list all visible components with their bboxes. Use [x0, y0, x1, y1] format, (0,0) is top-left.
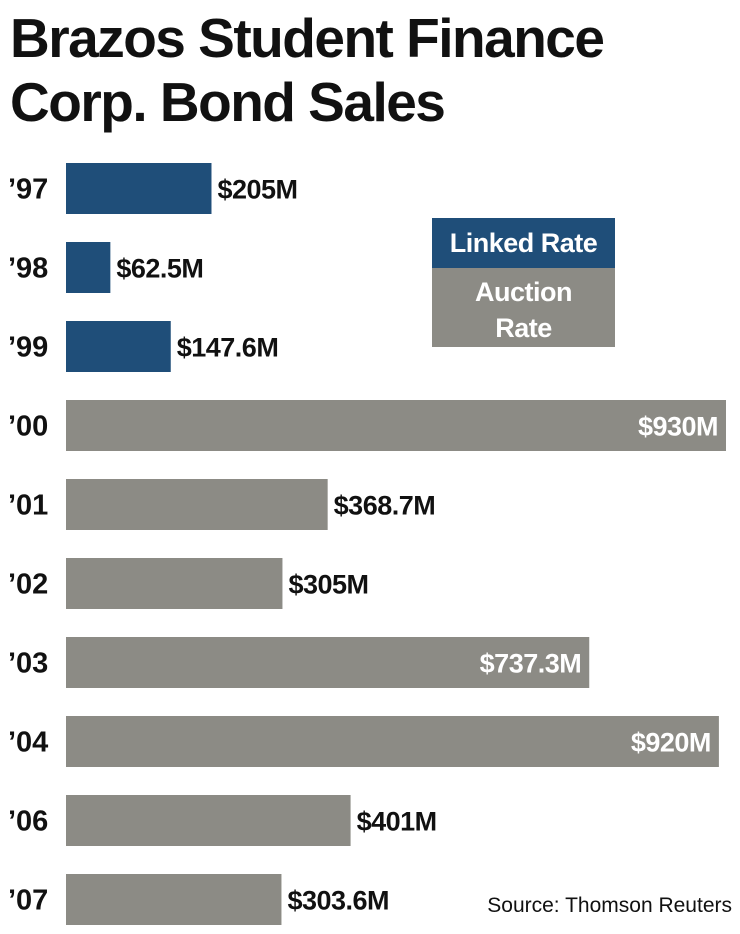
year-label-97: ’97 [8, 174, 48, 206]
year-label-03: ’03 [8, 648, 48, 680]
value-label-07: $303.6M [287, 886, 389, 916]
bar-00 [66, 400, 726, 451]
year-label-06: ’06 [8, 806, 48, 838]
value-label-02: $305M [288, 570, 368, 600]
value-label-06: $401M [357, 807, 437, 837]
value-label-01: $368.7M [334, 491, 436, 521]
bar-04 [66, 716, 719, 767]
bar-06 [66, 795, 351, 846]
year-label-07: ’07 [8, 885, 48, 917]
title-line-2: Corp. Bond Sales [10, 71, 446, 133]
bar-97 [66, 163, 212, 214]
title-line-1: Brazos Student Finance [10, 7, 605, 69]
source-note: Source: Thomson Reuters [487, 894, 732, 917]
bar-07 [66, 874, 282, 925]
value-label-99: $147.6M [177, 333, 279, 363]
year-label-04: ’04 [8, 727, 48, 759]
legend: Linked Rate Auction Rate [432, 218, 615, 347]
bar-01 [66, 479, 328, 530]
bar-99 [66, 321, 171, 372]
value-label-98: $62.5M [116, 254, 203, 284]
value-label-00: $930M [638, 412, 718, 442]
legend-auction-rate: Auction Rate [432, 268, 615, 347]
year-label-99: ’99 [8, 332, 48, 364]
bar-03 [66, 637, 590, 688]
year-label-02: ’02 [8, 569, 48, 601]
legend-auction-rate-line-2: Rate [495, 313, 552, 343]
value-label-97: $205M [217, 175, 297, 205]
chart-title: Brazos Student Finance Corp. Bond Sales [10, 6, 735, 134]
bar-98 [66, 242, 111, 293]
year-label-98: ’98 [8, 253, 48, 285]
year-label-01: ’01 [8, 490, 48, 522]
bar-02 [66, 558, 283, 609]
legend-linked-rate: Linked Rate [432, 218, 615, 268]
year-label-00: ’00 [8, 411, 48, 443]
value-label-03: $737.3M [480, 649, 582, 679]
legend-auction-rate-line-1: Auction [475, 277, 573, 307]
value-label-04: $920M [631, 728, 711, 758]
